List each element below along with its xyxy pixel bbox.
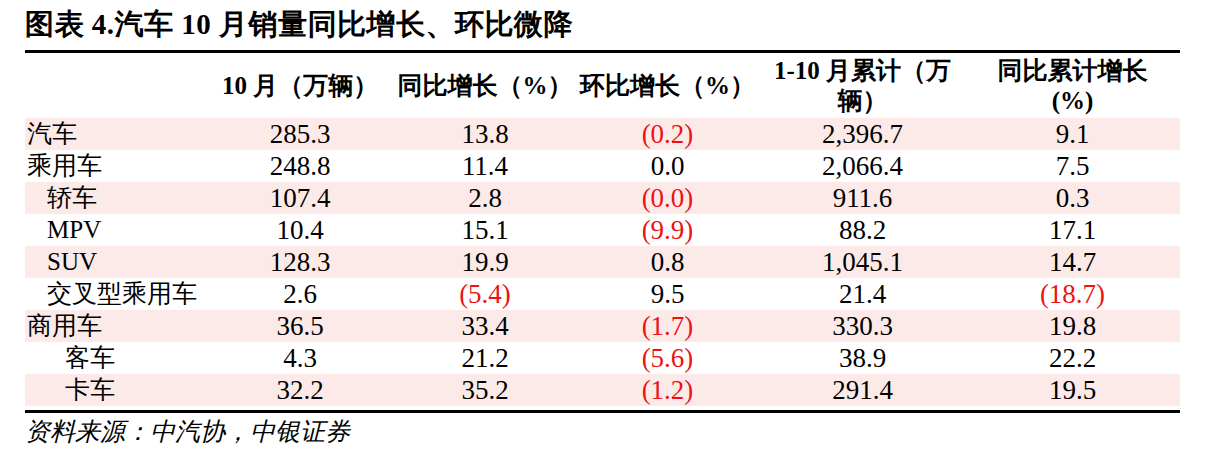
cell-value: 32.2	[205, 374, 395, 406]
cell-value: 88.2	[760, 214, 965, 246]
cell-value: (0.0)	[575, 182, 760, 214]
table-row: 卡车32.235.2(1.2)291.419.5	[25, 374, 1180, 406]
cell-value: 38.9	[760, 342, 965, 374]
table-row: 乘用车248.811.40.02,066.47.5	[25, 150, 1180, 182]
cell-value: (5.6)	[575, 342, 760, 374]
cell-value: 1,045.1	[760, 246, 965, 278]
cell-value: (1.2)	[575, 374, 760, 406]
table-row: 轿车107.42.8(0.0)911.60.3	[25, 182, 1180, 214]
cell-value: (1.7)	[575, 310, 760, 342]
figure-title: 图表 4.汽车 10 月销量同比增长、环比微降	[25, 5, 573, 45]
cell-value: (0.2)	[575, 118, 760, 150]
cell-value: 15.1	[395, 214, 575, 246]
cell-value: 330.3	[760, 310, 965, 342]
row-label: 乘用车	[25, 150, 205, 182]
col-header-mom-growth: 环比增长（%）	[575, 53, 760, 118]
auto-sales-table: 10 月（万辆） 同比增长（%） 环比增长（%） 1-10 月累计（万辆） 同比…	[25, 53, 1180, 406]
cell-value: 35.2	[395, 374, 575, 406]
cell-value: 33.4	[395, 310, 575, 342]
cell-value: 14.7	[965, 246, 1180, 278]
cell-value: 9.5	[575, 278, 760, 310]
cell-value: 0.3	[965, 182, 1180, 214]
cell-value: 2.6	[205, 278, 395, 310]
cell-value: 291.4	[760, 374, 965, 406]
report-figure: 图表 4.汽车 10 月销量同比增长、环比微降 10 月（万辆） 同比增长（%）…	[0, 0, 1212, 449]
row-label: 交叉型乘用车	[25, 278, 205, 310]
cell-value: (9.9)	[575, 214, 760, 246]
cell-value: 10.4	[205, 214, 395, 246]
row-label: 汽车	[25, 118, 205, 150]
row-label: 客车	[25, 342, 205, 374]
row-label: 轿车	[25, 182, 205, 214]
table-row: MPV10.415.1(9.9)88.217.1	[25, 214, 1180, 246]
table-row: 汽车285.313.8(0.2)2,396.79.1	[25, 118, 1180, 150]
cell-value: (18.7)	[965, 278, 1180, 310]
cell-value: 11.4	[395, 150, 575, 182]
table-bottom-rule	[25, 410, 1180, 413]
cell-value: 4.3	[205, 342, 395, 374]
cell-value: (5.4)	[395, 278, 575, 310]
cell-value: 2.8	[395, 182, 575, 214]
col-header-cumulative-yoy: 同比累计增长 (%)	[965, 53, 1180, 118]
col-header-label	[25, 53, 205, 118]
cell-value: 21.2	[395, 342, 575, 374]
table-header-row: 10 月（万辆） 同比增长（%） 环比增长（%） 1-10 月累计（万辆） 同比…	[25, 53, 1180, 118]
cell-value: 0.0	[575, 150, 760, 182]
cell-value: 7.5	[965, 150, 1180, 182]
table-row: 交叉型乘用车2.6(5.4)9.521.4(18.7)	[25, 278, 1180, 310]
cell-value: 128.3	[205, 246, 395, 278]
row-label: 商用车	[25, 310, 205, 342]
table-row: 商用车36.533.4(1.7)330.319.8	[25, 310, 1180, 342]
cell-value: 2,066.4	[760, 150, 965, 182]
table-row: SUV128.319.90.81,045.114.7	[25, 246, 1180, 278]
col-header-cumulative-volume: 1-10 月累计（万辆）	[760, 53, 965, 118]
cell-value: 36.5	[205, 310, 395, 342]
cell-value: 911.6	[760, 182, 965, 214]
cell-value: 107.4	[205, 182, 395, 214]
row-label: 卡车	[25, 374, 205, 406]
table-row: 客车4.321.2(5.6)38.922.2	[25, 342, 1180, 374]
source-note: 资料来源：中汽协，中银证券	[25, 415, 350, 448]
col-header-yoy-growth: 同比增长（%）	[395, 53, 575, 118]
cell-value: 2,396.7	[760, 118, 965, 150]
cell-value: 21.4	[760, 278, 965, 310]
cell-value: 19.5	[965, 374, 1180, 406]
table-body: 汽车285.313.8(0.2)2,396.79.1乘用车248.811.40.…	[25, 118, 1180, 406]
cell-value: 19.9	[395, 246, 575, 278]
col-header-oct-volume: 10 月（万辆）	[205, 53, 395, 118]
cell-value: 285.3	[205, 118, 395, 150]
cell-value: 9.1	[965, 118, 1180, 150]
cell-value: 17.1	[965, 214, 1180, 246]
cell-value: 13.8	[395, 118, 575, 150]
cell-value: 248.8	[205, 150, 395, 182]
row-label: MPV	[25, 214, 205, 246]
cell-value: 0.8	[575, 246, 760, 278]
cell-value: 22.2	[965, 342, 1180, 374]
cell-value: 19.8	[965, 310, 1180, 342]
row-label: SUV	[25, 246, 205, 278]
